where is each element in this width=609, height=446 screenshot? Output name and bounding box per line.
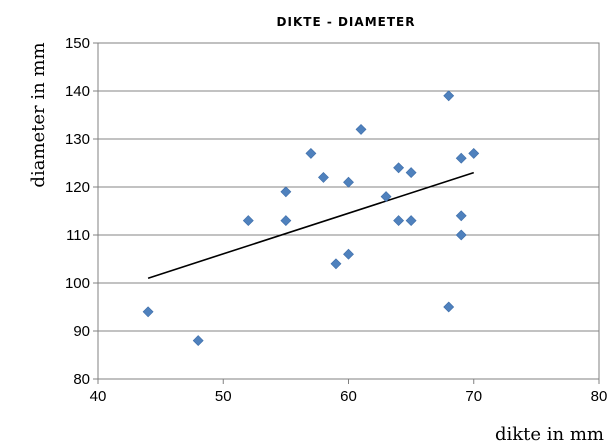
chart-title: DIKTE - DIAMETER xyxy=(277,15,416,29)
data-point xyxy=(455,210,467,222)
x-tick-label: 40 xyxy=(90,388,107,405)
x-tick-label: 50 xyxy=(215,388,232,405)
x-axis-tick-labels: 40 50 60 70 80 xyxy=(90,379,608,405)
data-point xyxy=(355,123,367,135)
data-point xyxy=(305,147,317,159)
data-point xyxy=(318,171,329,183)
trendline-group xyxy=(147,171,474,279)
x-tick-label: 60 xyxy=(340,388,357,405)
data-point xyxy=(443,301,455,313)
data-point xyxy=(142,306,154,318)
plot-area-border xyxy=(97,42,600,380)
y-tick-label: 80 xyxy=(73,371,90,388)
y-tick-label: 110 xyxy=(66,227,90,244)
data-point xyxy=(330,258,342,270)
data-point xyxy=(455,152,467,164)
y-tick-label: 100 xyxy=(65,275,90,292)
x-tick-label: 80 xyxy=(591,388,608,405)
data-point xyxy=(455,229,467,241)
y-tick-label: 120 xyxy=(65,179,90,196)
y-axis-label: diameter in mm xyxy=(28,42,49,187)
trendline xyxy=(147,171,474,279)
y-tick-label: 140 xyxy=(65,83,90,100)
data-point xyxy=(380,191,392,203)
data-point xyxy=(393,162,405,174)
data-points xyxy=(142,90,480,347)
data-point xyxy=(405,167,417,179)
data-point xyxy=(405,215,417,227)
data-point xyxy=(393,215,405,227)
y-tick-label: 90 xyxy=(73,323,90,340)
gridlines xyxy=(98,90,599,332)
data-point xyxy=(343,176,354,188)
data-point xyxy=(280,186,292,198)
x-tick-label: 70 xyxy=(465,388,482,405)
data-point xyxy=(468,147,480,159)
data-point xyxy=(192,335,204,347)
data-point xyxy=(443,90,455,102)
y-axis-tick-labels: 80 90 100 110 120 130 140 150 xyxy=(65,35,98,388)
data-point xyxy=(242,215,254,227)
data-point xyxy=(280,215,292,227)
y-tick-label: 150 xyxy=(65,35,90,52)
y-tick-label: 130 xyxy=(65,131,90,148)
x-axis-label: dikte in mm xyxy=(495,424,604,445)
data-point xyxy=(343,248,354,260)
